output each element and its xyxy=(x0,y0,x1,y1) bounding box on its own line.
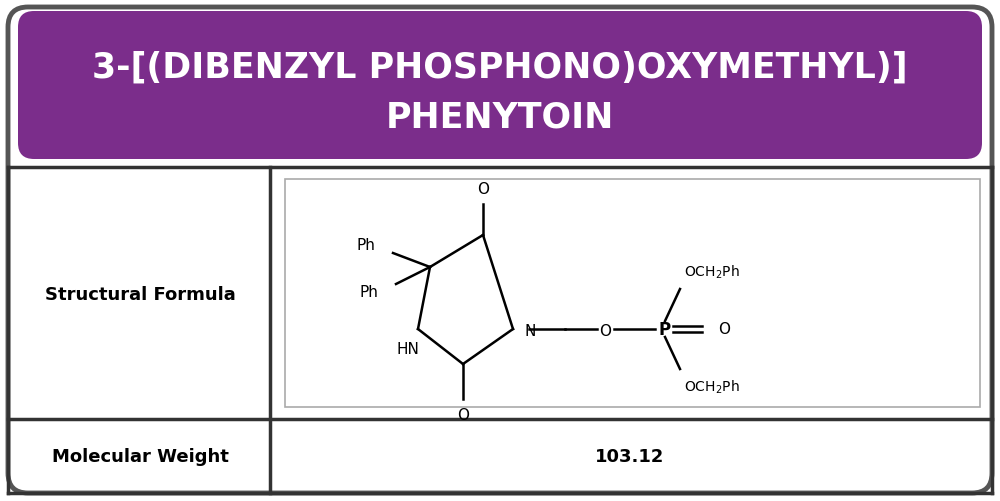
Text: O: O xyxy=(599,324,611,339)
Text: P: P xyxy=(659,320,671,338)
Text: O: O xyxy=(457,407,469,422)
FancyBboxPatch shape xyxy=(18,12,982,160)
Text: OCH$_2$Ph: OCH$_2$Ph xyxy=(684,378,740,396)
Text: N: N xyxy=(525,324,536,339)
Text: 103.12: 103.12 xyxy=(595,447,665,465)
Text: OCH$_2$Ph: OCH$_2$Ph xyxy=(684,263,740,281)
Text: Structural Formula: Structural Formula xyxy=(45,286,235,304)
Text: Ph: Ph xyxy=(356,238,375,253)
Bar xyxy=(285,180,980,407)
Text: PHENYTOIN: PHENYTOIN xyxy=(386,101,614,135)
Text: 3-[(DIBENZYL PHOSPHONO)OXYMETHYL)]: 3-[(DIBENZYL PHOSPHONO)OXYMETHYL)] xyxy=(92,51,908,85)
Text: O: O xyxy=(477,182,489,196)
Text: Ph: Ph xyxy=(359,285,378,300)
Text: HN: HN xyxy=(397,341,419,356)
Text: O: O xyxy=(718,322,730,337)
Text: Molecular Weight: Molecular Weight xyxy=(52,447,228,465)
FancyBboxPatch shape xyxy=(8,8,992,493)
